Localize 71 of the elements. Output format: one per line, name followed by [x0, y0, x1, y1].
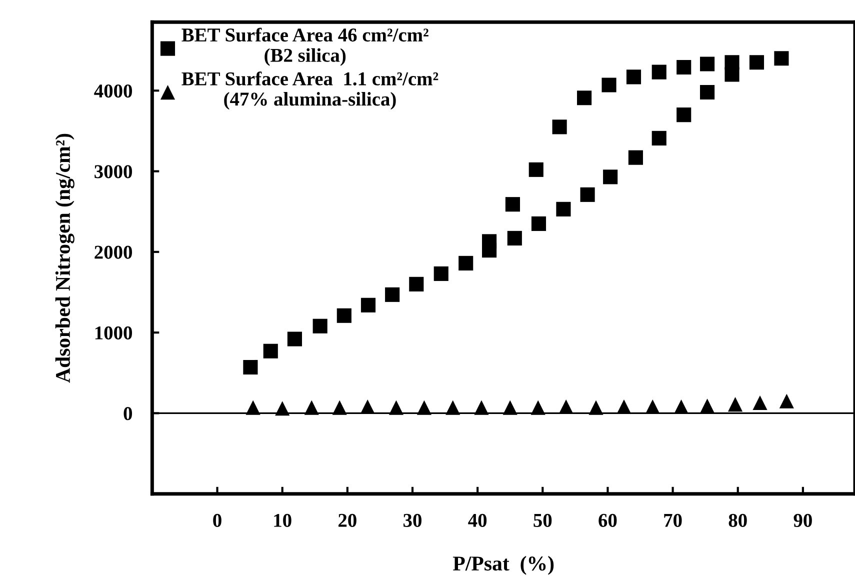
point — [528, 162, 544, 177]
point — [243, 360, 258, 375]
point — [728, 397, 743, 412]
x-tick-label: 60 — [598, 514, 617, 527]
point — [416, 400, 432, 415]
y-tick-label: 2000 — [94, 246, 132, 259]
point — [700, 56, 715, 72]
x-tick-label: 10 — [274, 514, 292, 527]
point — [626, 70, 642, 84]
y-tick-label: 1000 — [95, 326, 132, 340]
legend-label: BET Surface Area 1.1 cm²/cm² (47% alumina-silica) — [182, 72, 438, 110]
point — [602, 78, 616, 92]
point — [556, 202, 571, 216]
point — [263, 344, 278, 358]
x-tick-label: 20 — [338, 514, 356, 527]
point — [507, 230, 522, 246]
x-tick-label: 0 — [213, 514, 222, 527]
point — [749, 55, 764, 70]
x-tick-label: 50 — [534, 514, 552, 527]
point — [458, 256, 474, 270]
point — [360, 298, 376, 312]
point — [652, 64, 666, 80]
x-tick-label: 80 — [728, 514, 747, 527]
point — [312, 318, 328, 334]
point — [531, 216, 546, 231]
point — [779, 394, 794, 408]
point — [674, 399, 689, 414]
point — [676, 60, 692, 75]
point — [287, 332, 302, 346]
y-axis-title: Adsorbed Nitrogen (ng/cm²) — [55, 134, 74, 383]
point — [577, 90, 592, 106]
x-axis-title: P/Psat (%) — [453, 556, 554, 575]
point — [304, 400, 319, 415]
point — [552, 120, 567, 134]
point — [700, 398, 715, 414]
point — [360, 399, 375, 414]
point — [385, 287, 400, 302]
point — [434, 266, 448, 281]
legend-label: BET Surface Area 46 cm²/cm² (B2 silica) — [182, 28, 428, 66]
point — [482, 234, 497, 249]
point — [502, 400, 518, 415]
point — [332, 400, 347, 415]
point — [676, 108, 692, 122]
point — [336, 308, 352, 323]
x-tick-label: 90 — [794, 514, 812, 527]
y-tick-label: 4000 — [94, 84, 132, 98]
x-tick-label: 30 — [404, 514, 422, 527]
y-tick-label: 0 — [124, 407, 132, 420]
point — [628, 150, 643, 165]
point — [275, 401, 290, 416]
point — [388, 400, 404, 415]
point — [645, 399, 660, 414]
point — [580, 187, 595, 202]
y-tick-label: 3000 — [94, 165, 132, 178]
x-tick-label: 70 — [664, 514, 682, 527]
point — [774, 51, 789, 66]
point — [616, 399, 632, 414]
point — [558, 399, 574, 414]
point — [409, 276, 424, 292]
point — [724, 55, 740, 70]
point — [603, 170, 618, 184]
x-tick-label: 40 — [468, 514, 487, 527]
point — [588, 400, 604, 415]
point — [530, 400, 546, 415]
point — [652, 130, 666, 146]
point — [700, 84, 715, 100]
point — [246, 400, 260, 415]
point — [505, 197, 520, 212]
point — [474, 400, 489, 415]
point — [446, 400, 460, 415]
point — [752, 395, 768, 410]
